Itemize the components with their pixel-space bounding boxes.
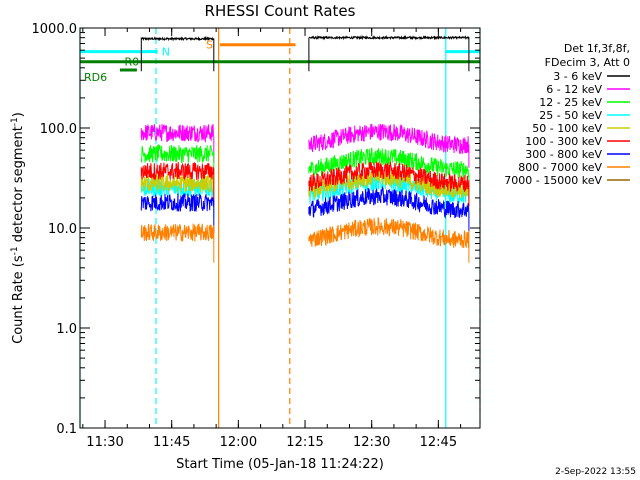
state-bar-label-0: N <box>162 46 170 59</box>
y-axis-label-sup: -1 <box>10 246 20 255</box>
legend-entry-7: 800 - 7000 keV <box>518 161 602 174</box>
series-line-7-segment-1 <box>308 217 470 263</box>
legend-header-1: FDecim 3, Att 0 <box>545 56 630 69</box>
series-line-6-segment-1 <box>308 185 470 233</box>
y-tick-label-0: 0.1 <box>56 422 77 437</box>
legend-entry-1: 6 - 12 keV <box>546 83 602 96</box>
x-axis: 11:30 11:45 12:00 12:15 12:30 12:45 <box>82 28 462 450</box>
y-axis-label-tail: detector segment <box>11 126 26 246</box>
y-axis-label-close: ) <box>11 112 26 117</box>
state-bar-label-1: S <box>206 39 213 52</box>
series-line-1-segment-1 <box>308 123 470 168</box>
series-line-5-segment-1 <box>308 161 470 207</box>
series-line-0-segment-0 <box>140 35 215 72</box>
legend-header-0: Det 1f,3f,8f, <box>564 42 630 55</box>
series-line-5-segment-0 <box>140 162 215 202</box>
x-tick-label-2: 12:00 <box>220 435 257 450</box>
x-axis-label: Start Time (05-Jan-18 11:24:22) <box>176 457 384 472</box>
state-bar-label-2: RD6 <box>84 71 107 84</box>
x-tick-label-4: 12:30 <box>353 435 390 450</box>
y-axis-label-main: Count Rate (s <box>11 255 26 344</box>
legend-entry-6: 300 - 800 keV <box>525 148 602 161</box>
chart-title: RHESSI Count Rates <box>205 2 356 20</box>
x-tick-label-0: 11:30 <box>86 435 123 450</box>
legend-entry-2: 12 - 25 keV <box>539 96 602 109</box>
y-axis-label-sup2: -1 <box>10 117 20 126</box>
series-line-1-segment-0 <box>140 123 215 163</box>
y-tick-label-1: 1.0 <box>56 322 77 337</box>
legend-entry-4: 50 - 100 keV <box>532 122 602 135</box>
x-tick-label-5: 12:45 <box>420 435 457 450</box>
series-line-2-segment-0 <box>140 143 215 185</box>
legend-entry-8: 7000 - 15000 keV <box>504 174 602 187</box>
x-tick-label-3: 12:15 <box>286 435 323 450</box>
state-bar-label-3: R0 <box>124 56 139 69</box>
series-line-7-segment-0 <box>140 223 215 263</box>
y-axis: 0.1 1.0 10.0 100.0 1000.0 <box>32 22 480 437</box>
legend-entry-0: 3 - 6 keV <box>553 70 602 83</box>
y-axis-label: Count Rate (s-1 detector segment-1) <box>10 112 26 344</box>
legend-entry-3: 25 - 50 keV <box>539 109 602 122</box>
y-tick-label-3: 100.0 <box>40 122 77 137</box>
legend-entry-5: 100 - 300 keV <box>525 135 602 148</box>
x-tick-label-1: 11:45 <box>153 435 190 450</box>
series-line-0-segment-1 <box>308 34 470 72</box>
series-line-2-segment-1 <box>308 146 470 193</box>
footer-timestamp: 2-Sep-2022 13:55 <box>555 467 636 477</box>
y-tick-label-4: 1000.0 <box>32 22 78 37</box>
series-line-6-segment-0 <box>140 193 215 233</box>
y-tick-label-2: 10.0 <box>48 222 77 237</box>
